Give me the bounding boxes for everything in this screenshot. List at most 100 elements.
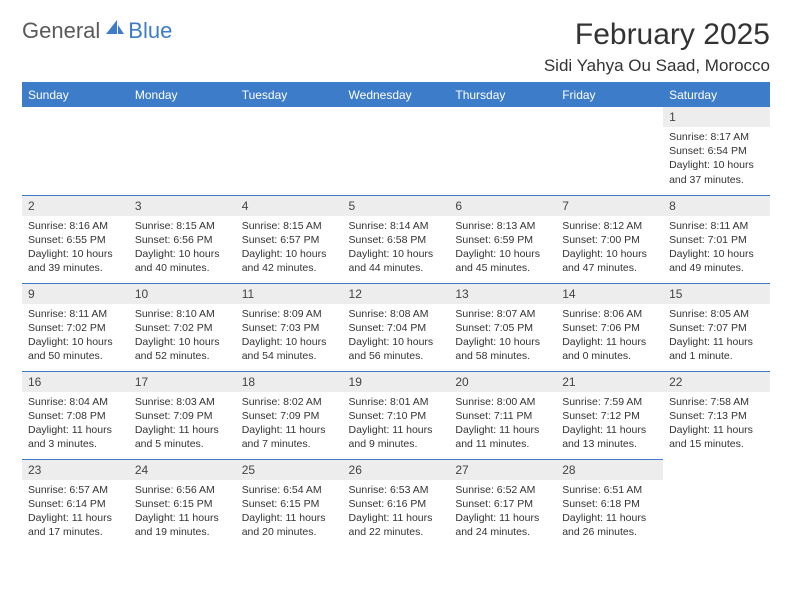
sunset-text: Sunset: 7:07 PM	[669, 321, 764, 335]
day-header: Wednesday	[343, 83, 450, 107]
calendar-cell: 6Sunrise: 8:13 AMSunset: 6:59 PMDaylight…	[449, 195, 556, 283]
calendar-cell: 19Sunrise: 8:01 AMSunset: 7:10 PMDayligh…	[343, 371, 450, 459]
calendar-cell: 26Sunrise: 6:53 AMSunset: 6:16 PMDayligh…	[343, 459, 450, 547]
day-number: 22	[663, 372, 770, 392]
sunrise-text: Sunrise: 7:59 AM	[562, 395, 657, 409]
sunset-text: Sunset: 7:03 PM	[242, 321, 337, 335]
sunset-text: Sunset: 6:56 PM	[135, 233, 230, 247]
sunrise-text: Sunrise: 6:52 AM	[455, 483, 550, 497]
day-details: Sunrise: 6:57 AMSunset: 6:14 PMDaylight:…	[22, 480, 129, 544]
daylight-text: Daylight: 10 hours and 42 minutes.	[242, 247, 337, 275]
calendar-cell: 5Sunrise: 8:14 AMSunset: 6:58 PMDaylight…	[343, 195, 450, 283]
logo-text-blue: Blue	[128, 18, 172, 44]
day-number: 25	[236, 460, 343, 480]
calendar-cell: 12Sunrise: 8:08 AMSunset: 7:04 PMDayligh…	[343, 283, 450, 371]
sunset-text: Sunset: 7:09 PM	[242, 409, 337, 423]
calendar-cell: 9Sunrise: 8:11 AMSunset: 7:02 PMDaylight…	[22, 283, 129, 371]
sunset-text: Sunset: 7:04 PM	[349, 321, 444, 335]
calendar-cell: 27 Sunrise: 6:52 AMSunset: 6:17 PMDayligh…	[449, 459, 556, 547]
sunrise-text: Sunrise: 8:10 AM	[135, 307, 230, 321]
day-details: Sunrise: 8:04 AMSunset: 7:08 PMDaylight:…	[22, 392, 129, 456]
sunset-text: Sunset: 6:57 PM	[242, 233, 337, 247]
daylight-text: Daylight: 10 hours and 56 minutes.	[349, 335, 444, 363]
sunset-text: Sunset: 7:10 PM	[349, 409, 444, 423]
day-number: 2	[22, 196, 129, 216]
day-number: 9	[22, 284, 129, 304]
day-number: 27	[449, 460, 556, 480]
sunset-text: Sunset: 6:55 PM	[28, 233, 123, 247]
sunset-text: Sunset: 7:01 PM	[669, 233, 764, 247]
daylight-text: Daylight: 11 hours and 17 minutes.	[28, 511, 123, 539]
day-details: Sunrise: 8:01 AMSunset: 7:10 PMDaylight:…	[343, 392, 450, 456]
day-details: Sunrise: 8:13 AMSunset: 6:59 PMDaylight:…	[449, 216, 556, 280]
daylight-text: Daylight: 10 hours and 50 minutes.	[28, 335, 123, 363]
sunrise-text: Sunrise: 7:58 AM	[669, 395, 764, 409]
day-number: 20	[449, 372, 556, 392]
sunrise-text: Sunrise: 6:56 AM	[135, 483, 230, 497]
day-details: Sunrise: 8:10 AMSunset: 7:02 PMDaylight:…	[129, 304, 236, 368]
sunset-text: Sunset: 6:54 PM	[669, 144, 764, 158]
sunset-text: Sunset: 7:08 PM	[28, 409, 123, 423]
daylight-text: Daylight: 11 hours and 15 minutes.	[669, 423, 764, 451]
calendar-cell: 21Sunrise: 7:59 AMSunset: 7:12 PMDayligh…	[556, 371, 663, 459]
sunrise-text: Sunrise: 8:13 AM	[455, 219, 550, 233]
calendar-cell: 7Sunrise: 8:12 AMSunset: 7:00 PMDaylight…	[556, 195, 663, 283]
day-number: 23	[22, 460, 129, 480]
calendar-cell	[449, 107, 556, 195]
sunset-text: Sunset: 7:12 PM	[562, 409, 657, 423]
day-number: 18	[236, 372, 343, 392]
day-details: Sunrise: 8:12 AMSunset: 7:00 PMDaylight:…	[556, 216, 663, 280]
sunrise-text: Sunrise: 8:12 AM	[562, 219, 657, 233]
daylight-text: Daylight: 11 hours and 7 minutes.	[242, 423, 337, 451]
calendar-cell: 16Sunrise: 8:04 AMSunset: 7:08 PMDayligh…	[22, 371, 129, 459]
daylight-text: Daylight: 10 hours and 44 minutes.	[349, 247, 444, 275]
calendar-cell: 18Sunrise: 8:02 AMSunset: 7:09 PMDayligh…	[236, 371, 343, 459]
day-header: Saturday	[663, 83, 770, 107]
calendar-cell: 8Sunrise: 8:11 AMSunset: 7:01 PMDaylight…	[663, 195, 770, 283]
day-number: 28	[556, 460, 663, 480]
logo-text-general: General	[22, 18, 100, 44]
sunset-text: Sunset: 7:06 PM	[562, 321, 657, 335]
calendar-cell: 25Sunrise: 6:54 AMSunset: 6:15 PMDayligh…	[236, 459, 343, 547]
day-number: 5	[343, 196, 450, 216]
day-header: Monday	[129, 83, 236, 107]
location-label: Sidi Yahya Ou Saad, Morocco	[544, 56, 770, 76]
daylight-text: Daylight: 11 hours and 26 minutes.	[562, 511, 657, 539]
day-header-row: SundayMondayTuesdayWednesdayThursdayFrid…	[22, 83, 770, 107]
sunset-text: Sunset: 7:00 PM	[562, 233, 657, 247]
day-header: Thursday	[449, 83, 556, 107]
sunrise-text: Sunrise: 6:51 AM	[562, 483, 657, 497]
sunrise-text: Sunrise: 8:04 AM	[28, 395, 123, 409]
sunset-text: Sunset: 6:17 PM	[455, 497, 550, 511]
calendar-cell	[663, 459, 770, 547]
day-number: 10	[129, 284, 236, 304]
daylight-text: Daylight: 11 hours and 24 minutes.	[455, 511, 550, 539]
daylight-text: Daylight: 10 hours and 58 minutes.	[455, 335, 550, 363]
calendar-table: SundayMondayTuesdayWednesdayThursdayFrid…	[22, 83, 770, 547]
sunset-text: Sunset: 7:02 PM	[135, 321, 230, 335]
calendar-cell: 14Sunrise: 8:06 AMSunset: 7:06 PMDayligh…	[556, 283, 663, 371]
day-number: 24	[129, 460, 236, 480]
sunrise-text: Sunrise: 6:57 AM	[28, 483, 123, 497]
daylight-text: Daylight: 10 hours and 49 minutes.	[669, 247, 764, 275]
day-details: Sunrise: 7:58 AMSunset: 7:13 PMDaylight:…	[663, 392, 770, 456]
daylight-text: Daylight: 10 hours and 39 minutes.	[28, 247, 123, 275]
daylight-text: Daylight: 11 hours and 3 minutes.	[28, 423, 123, 451]
calendar-cell: 13Sunrise: 8:07 AMSunset: 7:05 PMDayligh…	[449, 283, 556, 371]
daylight-text: Daylight: 11 hours and 0 minutes.	[562, 335, 657, 363]
sunset-text: Sunset: 7:13 PM	[669, 409, 764, 423]
day-details: Sunrise: 8:15 AMSunset: 6:56 PMDaylight:…	[129, 216, 236, 280]
daylight-text: Daylight: 11 hours and 19 minutes.	[135, 511, 230, 539]
day-details: Sunrise: 8:03 AMSunset: 7:09 PMDaylight:…	[129, 392, 236, 456]
sunrise-text: Sunrise: 8:17 AM	[669, 130, 764, 144]
sunset-text: Sunset: 6:59 PM	[455, 233, 550, 247]
day-header: Sunday	[22, 83, 129, 107]
day-number: 14	[556, 284, 663, 304]
daylight-text: Daylight: 11 hours and 20 minutes.	[242, 511, 337, 539]
day-details: Sunrise: 8:08 AMSunset: 7:04 PMDaylight:…	[343, 304, 450, 368]
day-details: Sunrise: 8:00 AMSunset: 7:11 PMDaylight:…	[449, 392, 556, 456]
sunrise-text: Sunrise: 8:16 AM	[28, 219, 123, 233]
day-number: 3	[129, 196, 236, 216]
header: General Blue February 2025 Sidi Yahya Ou…	[22, 18, 770, 76]
sunrise-text: Sunrise: 8:11 AM	[669, 219, 764, 233]
